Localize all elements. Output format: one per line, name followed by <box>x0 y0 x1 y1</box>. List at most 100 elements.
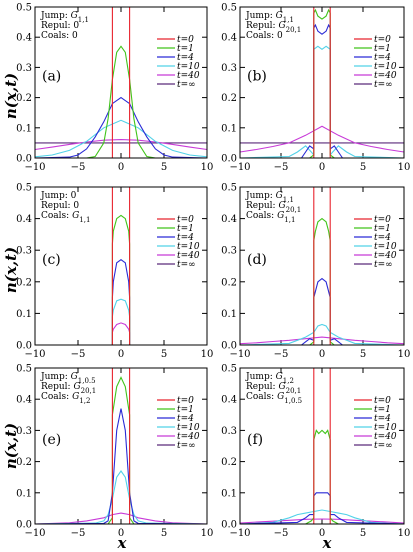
panel-f-y-tick-label: 0.1 <box>221 488 237 499</box>
panel-d-legend-entry: t=10 <box>374 242 397 252</box>
panel-f-series-t-40 <box>239 518 405 524</box>
panel-c-y-tick-label: 0.2 <box>16 277 32 288</box>
panel-d-x-tick-label: 5 <box>360 349 366 360</box>
panel-c-series-t-4 <box>35 259 207 346</box>
panel-c-legend-entry: t=∞ <box>177 260 196 270</box>
panel-e-x-tick-label: −10 <box>24 528 45 539</box>
panel-d-x-tick-label: 0 <box>319 349 325 360</box>
panel-e-series-t-1 <box>35 376 207 525</box>
panel-f-legend-entry: t=∞ <box>374 441 393 451</box>
panel-b-annotation-symbol: G <box>278 21 285 31</box>
panel-a-frame <box>34 6 208 159</box>
panel-f-y-tick-label: 0.5 <box>221 364 237 375</box>
panel-f-legend-entry: t=0 <box>374 396 391 406</box>
panel-a-series-t-10 <box>34 119 208 158</box>
panel-c-legend-entry: t=40 <box>177 251 200 261</box>
panel-c-y-tick-label: 0.0 <box>16 341 32 352</box>
panel-c-annotation-line: Repul: 0 <box>41 201 79 211</box>
panel-a-legend-entry: t=4 <box>177 53 194 63</box>
panel-e-y-tick-label: 0.1 <box>16 488 32 499</box>
panel-d-y-tick-label: 0.5 <box>221 183 237 194</box>
panel-c-annotation-line: Jump: 0 <box>40 191 77 201</box>
panel-f-series-t-4 <box>239 492 405 525</box>
panel-c-legend-entry: t=0 <box>177 215 194 225</box>
panel-a-series-t-1 <box>35 45 207 159</box>
panel-c-annotation-line: Coals: G1,1 <box>41 211 90 224</box>
x-axis-label-right: x <box>322 534 333 552</box>
panel-d-legend-entry: t=∞ <box>374 260 393 270</box>
panel-d-annotation-symbol: G <box>278 201 285 211</box>
panel-f-x-tick-label: −10 <box>229 528 250 539</box>
panel-e-annotation-symbol: G <box>72 392 79 402</box>
panel-a-y-tick-label: 0.4 <box>16 33 32 44</box>
panel-b-legend-entry: t=4 <box>374 53 391 63</box>
panel-c-legend-entry: t=1 <box>177 224 194 234</box>
y-axis-label-middle: n(x,t) <box>2 247 20 293</box>
panel-b-x-tick-label: −10 <box>229 162 250 173</box>
panel-c-x-tick-label: 10 <box>201 349 214 360</box>
panel-b-y-tick-label: 0.3 <box>221 63 237 74</box>
panel-d-annotation-symbol: G <box>276 191 283 201</box>
panel-f-frame <box>239 367 405 525</box>
panel-e-y-tick-label: 0.3 <box>16 426 32 437</box>
panel-a-x-tick-label: 0 <box>118 162 124 173</box>
panel-b-y-tick-label: 0.1 <box>221 123 237 134</box>
panel-c-x-tick-label: 5 <box>161 349 167 360</box>
panel-b-annotation-subscript: 20,1 <box>286 26 302 34</box>
panel-a-legend-entry: t=10 <box>177 62 200 72</box>
panel-d-annotation-subscript: 1,1 <box>283 196 294 204</box>
panel-b-annotation-line: Jump: G1,1 <box>245 11 294 24</box>
panel-a-legend-entry: t=∞ <box>177 80 196 90</box>
panel-c-legend-entry: t=10 <box>177 242 200 252</box>
panel-b-legend-entry: t=1 <box>374 44 391 54</box>
panel-b-legend-entry: t=0 <box>374 35 391 45</box>
panel-a-y-tick-label: 0.1 <box>16 123 32 134</box>
panel-c-x-tick-label: −5 <box>71 349 86 360</box>
panel-e-x-tick-label: 10 <box>201 528 214 539</box>
panel-f-y-tick-label: 0.4 <box>221 395 237 406</box>
panel-d-annotation-subscript: 1,1 <box>284 216 295 224</box>
panel-c-y-tick-label: 0.5 <box>16 183 32 194</box>
panel-f-annotation-symbol: G <box>278 382 285 392</box>
panel-d-y-tick-label: 0.3 <box>221 246 237 257</box>
panel-e-y-tick-label: 0.5 <box>16 364 32 375</box>
panel-a-x-tick-label: −5 <box>71 162 86 173</box>
panel-d-x-tick-label: −10 <box>229 349 250 360</box>
panel-a-series-t-40 <box>34 139 208 151</box>
panel-d-annotation-line: Jump: G1,1 <box>245 191 294 204</box>
panel-f-legend-entry: t=4 <box>374 414 391 424</box>
panel-a-y-tick-label: 0.0 <box>16 154 32 165</box>
panel-c-y-tick-label: 0.3 <box>16 246 32 257</box>
panel-f-x-tick-label: 5 <box>360 528 366 539</box>
panel-d-series-t-40 <box>239 336 405 345</box>
panel-b-legend-entry: t=∞ <box>374 80 393 90</box>
x-axis-label-left: x <box>117 534 128 552</box>
panel-b-label: (b) <box>247 69 267 85</box>
panel-e-annotation-subscript: 20,1 <box>81 387 97 395</box>
panel-a-y-tick-label: 0.2 <box>16 93 32 104</box>
panel-e-annotation-subscript: 1,0.5 <box>78 377 96 385</box>
panel-c-x-tick-label: −10 <box>24 349 45 360</box>
panel-a-y-tick-label: 0.3 <box>16 63 32 74</box>
panel-e-legend-entry: t=0 <box>177 396 194 406</box>
panel-b-annotation-line: Coals: 0 <box>246 31 283 41</box>
panel-d-legend-entry: t=4 <box>374 233 391 243</box>
panel-e-x-tick-label: 5 <box>161 528 167 539</box>
panel-e-legend-entry: t=∞ <box>177 441 196 451</box>
panel-e-series-t-4 <box>34 408 208 525</box>
panel-d-label: (d) <box>247 252 267 268</box>
panel-c-legend-entry: t=4 <box>177 233 194 243</box>
panel-a-annotation-subscript: 1,1 <box>78 16 89 24</box>
panel-b-legend-entry: t=10 <box>374 62 397 72</box>
panel-c-series-t-10 <box>35 298 207 346</box>
panel-c-x-tick-label: 0 <box>118 349 124 360</box>
panel-d-y-tick-label: 0.0 <box>221 341 237 352</box>
panel-e-legend-entry: t=1 <box>177 405 194 415</box>
panel-a-annotation-line: Coals: 0 <box>41 31 78 41</box>
panel-a-annotation-symbol: G <box>71 11 78 21</box>
panel-d-y-tick-label: 0.4 <box>221 214 237 225</box>
panel-d-frame <box>239 186 405 346</box>
